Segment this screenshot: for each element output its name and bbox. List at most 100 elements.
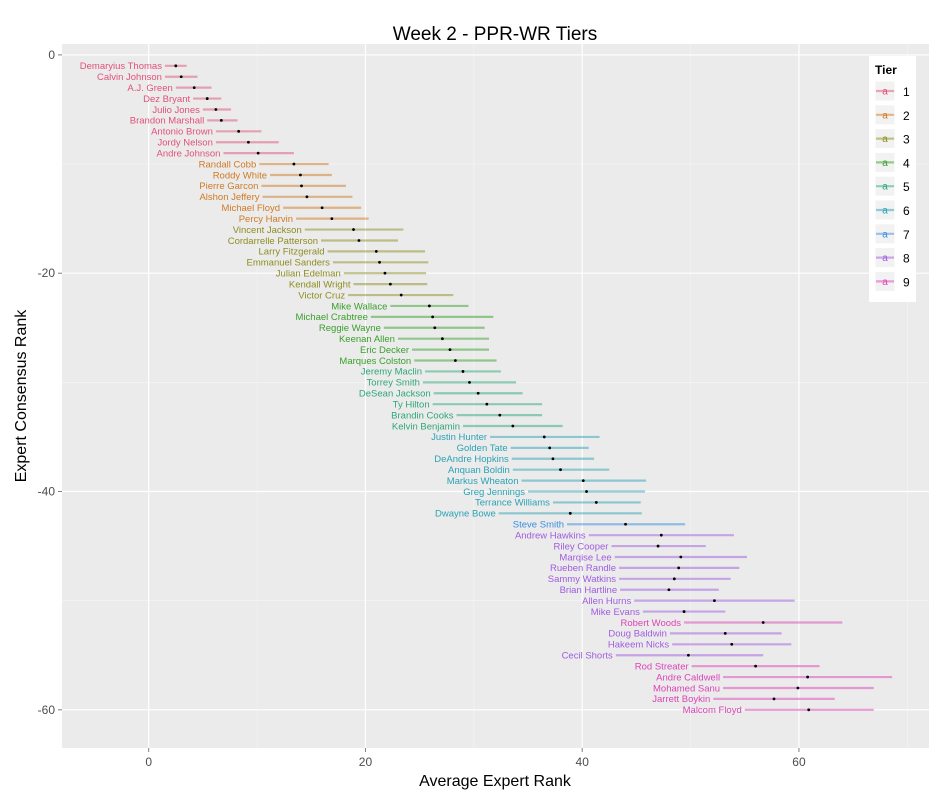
player-label: Jeremy Maclin <box>361 367 422 378</box>
player-label: Eric Decker <box>360 345 409 356</box>
data-point <box>659 533 663 537</box>
player-label: DeAndre Hopkins <box>434 454 509 465</box>
player-label: Allen Hurns <box>582 596 631 607</box>
legend-label: 8 <box>903 252 910 266</box>
player-label: Reggie Wayne <box>319 323 381 334</box>
player-label: Jarrett Boykin <box>652 694 710 705</box>
legend-key-glyph: a <box>882 134 888 145</box>
data-point <box>498 413 502 417</box>
player-label: Andre Johnson <box>157 148 221 159</box>
legend-entries: a 1 a 2 a 3 a 4 a 5 a 6 a 7 a 8 a 9 <box>874 80 910 292</box>
player-label: Kelvin Benjamin <box>392 421 460 432</box>
major-gridlines <box>62 44 929 748</box>
player-label: Dez Bryant <box>143 94 190 105</box>
legend-label: 6 <box>903 204 910 218</box>
player-label: Dwayne Bowe <box>435 509 496 520</box>
player-label: Golden Tate <box>457 443 508 454</box>
legend-label: 2 <box>903 109 910 123</box>
legend-key-glyph: a <box>882 253 888 264</box>
data-point <box>247 140 250 144</box>
data-point <box>672 577 676 581</box>
player-label: Randall Cobb <box>199 159 257 170</box>
panel-background <box>62 44 929 748</box>
player-label: Emmanuel Sanders <box>247 258 331 269</box>
x-axis-title: Average Expert Rank <box>419 773 572 790</box>
data-point <box>179 75 183 79</box>
data-point <box>433 326 437 330</box>
data-point <box>754 664 757 668</box>
player-label: Jordy Nelson <box>157 138 212 149</box>
player-label: Victor Cruz <box>298 290 345 301</box>
data-point <box>551 457 555 461</box>
data-point <box>461 370 465 373</box>
data-point <box>581 479 585 482</box>
x-tick-label: 40 <box>576 755 590 769</box>
data-point <box>305 195 309 199</box>
data-point <box>468 380 471 384</box>
data-point <box>448 348 452 352</box>
data-point <box>624 522 627 526</box>
data-point <box>730 642 734 646</box>
player-label: Cecil Shorts <box>562 651 613 662</box>
player-label: Brian Hartline <box>560 585 618 596</box>
player-label: Michael Floyd <box>221 203 280 214</box>
data-point <box>374 249 378 253</box>
data-point <box>585 490 588 493</box>
player-label: DeSean Jackson <box>359 389 431 400</box>
data-point <box>440 337 444 341</box>
data-point <box>559 468 562 472</box>
data-point <box>431 315 435 319</box>
player-label: Pierre Garcon <box>199 181 258 192</box>
data-point <box>594 501 598 504</box>
legend-key-glyph: a <box>882 87 888 98</box>
player-label: Rueben Randle <box>550 563 616 574</box>
data-point <box>237 129 241 133</box>
data-point <box>299 173 302 177</box>
data-point <box>548 446 552 450</box>
player-label: Rod Streater <box>635 661 689 672</box>
legend-key-glyph: a <box>882 158 888 169</box>
data-point <box>656 544 660 548</box>
player-label: Keenan Allen <box>339 334 395 345</box>
legend-label: 3 <box>903 133 910 147</box>
y-axis-ticks: 0 -20 -40 -60 <box>38 48 62 717</box>
data-point <box>256 151 260 155</box>
y-tick-label: -60 <box>38 703 56 717</box>
player-label: Alshon Jeffery <box>199 192 259 203</box>
data-point <box>713 599 716 603</box>
legend-label: 4 <box>903 156 910 170</box>
player-label: Roddy White <box>213 170 267 181</box>
player-label: Demaryius Thomas <box>80 61 162 72</box>
legend-label: 7 <box>903 228 910 242</box>
x-tick-label: 0 <box>145 755 152 769</box>
data-point <box>454 359 457 362</box>
legend-key-glyph: a <box>882 277 888 288</box>
data-point <box>687 653 690 657</box>
data-point <box>300 184 303 188</box>
data-point <box>174 64 178 68</box>
data-point <box>357 239 361 242</box>
legend-key-glyph: a <box>882 229 888 240</box>
player-label: Cordarrelle Patterson <box>228 236 318 247</box>
player-label: Michael Crabtree <box>296 312 368 323</box>
player-label: Calvin Johnson <box>97 72 162 83</box>
data-point <box>378 260 381 264</box>
player-label: Andrew Hawkins <box>515 530 586 541</box>
player-label: Steve Smith <box>513 520 564 531</box>
player-label: A.J. Green <box>127 83 172 94</box>
player-label: Antonio Brown <box>151 127 213 138</box>
player-label: Larry Fitzgerald <box>259 247 325 258</box>
legend-key-glyph: a <box>882 182 888 193</box>
player-label: Robert Woods <box>621 618 682 629</box>
player-label: Brandin Cooks <box>391 410 454 421</box>
data-point <box>761 621 765 624</box>
player-label: Mike Evans <box>591 607 640 618</box>
data-point <box>679 555 683 559</box>
data-point <box>320 206 324 210</box>
player-label: Sammy Watkins <box>548 574 617 585</box>
player-label: Julian Edelman <box>276 269 341 280</box>
data-point <box>796 686 800 690</box>
player-label: Kendall Wright <box>289 279 351 290</box>
